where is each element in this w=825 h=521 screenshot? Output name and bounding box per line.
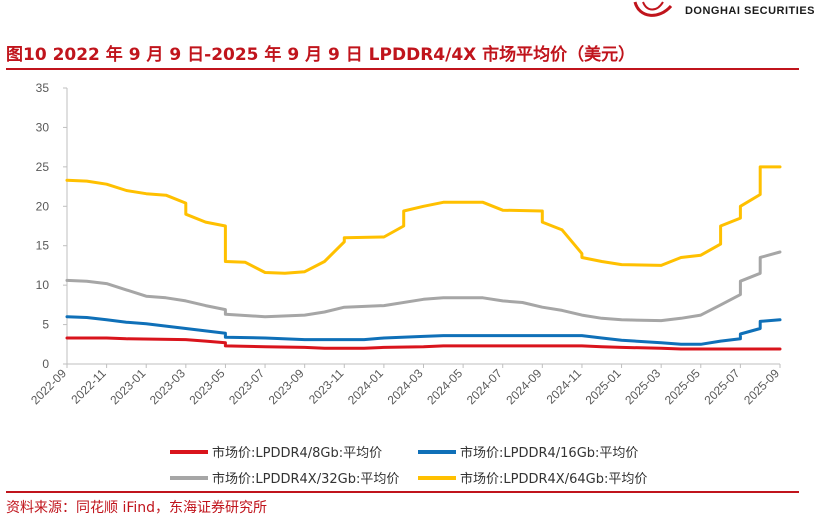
x-tick-label: 2025-01 (583, 366, 624, 407)
x-tick-label: 2023-09 (266, 366, 307, 407)
series-line-1 (65, 336, 782, 351)
y-axis: 0 5 10 15 20 25 30 35 (36, 81, 68, 371)
footer-rule (6, 491, 799, 493)
x-tick-label: 2024-03 (385, 366, 426, 407)
x-axis: 2022-09 2022-112023-012023-032023-052023-… (28, 363, 782, 407)
donghai-logo-icon (633, 1, 673, 17)
title-rule (6, 68, 799, 70)
series-line-3 (65, 250, 782, 323)
x-tick-label: 2024-01 (345, 366, 386, 407)
legend: 市场价:LPDDR4/8Gb:平均价 市场价:LPDDR4/16Gb:平均价市场价… (170, 445, 647, 487)
y-tick-label: 20 (36, 199, 50, 213)
x-tick-label: 2023-07 (226, 366, 267, 407)
x-tick-label: 2024-09 (503, 366, 544, 407)
legend-label: 市场价:LPDDR4/8Gb:平均价 (212, 445, 382, 461)
x-tick-label: 2023-05 (187, 366, 228, 407)
x-tick-label: 2024-05 (424, 366, 465, 407)
series-layer (65, 165, 782, 351)
x-tick-label: 2025-03 (622, 366, 663, 407)
y-tick-label: 0 (42, 357, 49, 371)
source-note: 资料来源：同花顺 iFind，东海证券研究所 (6, 500, 268, 516)
legend-label: 市场价:LPDDR4X/32Gb:平均价 (212, 471, 399, 487)
series-line-2 (65, 315, 782, 346)
y-tick-label: 10 (36, 278, 50, 292)
series-line-4 (65, 165, 782, 275)
x-tick-label: 2023-03 (147, 366, 188, 407)
x-tick-label: 2023-01 (107, 366, 148, 407)
x-tick-label: 2025-05 (662, 366, 703, 407)
x-tick-label: 2023-11 (306, 366, 347, 407)
brand-name: DONGHAI SECURITIES (684, 5, 815, 17)
y-tick-label: 30 (36, 120, 50, 134)
y-tick-label: 15 (36, 239, 50, 253)
x-tick-label: 2025-07 (701, 366, 742, 407)
x-tick-label: 2022-11 (68, 366, 109, 407)
x-tick-label: 2024-11 (544, 366, 585, 407)
x-tick-label: 2022-09 (28, 366, 69, 407)
chart-title: 图10 2022 年 9 月 9 日-2025 年 9 月 9 日 LPDDR4… (6, 45, 636, 65)
y-tick-label: 35 (36, 81, 50, 95)
x-tick-label: 2024-07 (464, 366, 505, 407)
brand-header: DONGHAI SECURITIES (631, 0, 815, 22)
x-tick-label: 2025-09 (741, 366, 782, 407)
y-tick-label: 25 (36, 160, 50, 174)
legend-label: 市场价:LPDDR4X/64Gb:平均价 (460, 471, 647, 487)
y-tick-label: 5 (42, 318, 49, 332)
legend-label: 市场价:LPDDR4/16Gb:平均价 (460, 445, 638, 461)
